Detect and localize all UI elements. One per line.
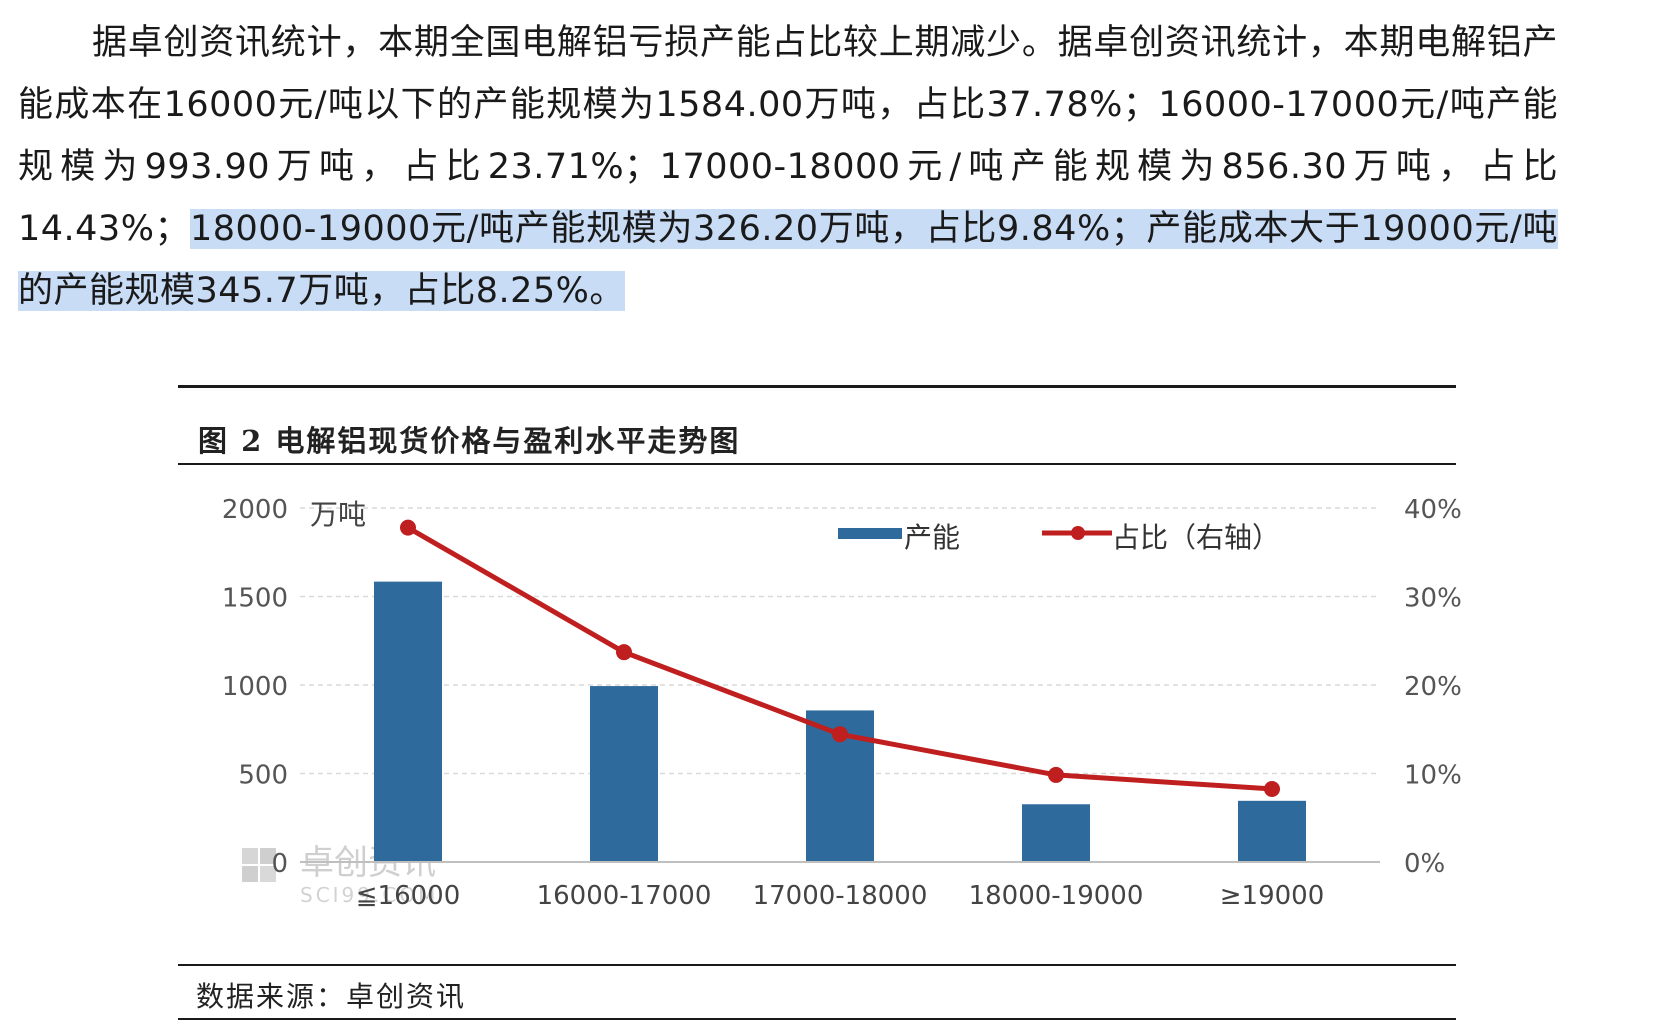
line-share xyxy=(406,525,1273,792)
legend-bar-swatch xyxy=(838,528,902,539)
bar-capacity xyxy=(1022,804,1090,862)
y-left-tick-label: 0 xyxy=(271,849,288,879)
legend-label-share: 占比（右轴） xyxy=(1112,521,1280,554)
article-text-selected[interactable]: 18000-19000元/吨产能规模为326.20万吨，占比9.84%；产能成本… xyxy=(18,209,1558,311)
article-text: 据卓创资讯统计，本期全国电解铝亏损产能占比较上期减少。据卓创资讯统计，本期电解铝… xyxy=(18,12,1558,322)
line-share-point xyxy=(616,644,632,661)
x-tick-label: 16000-17000 xyxy=(537,881,712,911)
x-tick-label: 18000-19000 xyxy=(969,881,1144,911)
article-text-normal: 据卓创资讯统计，本期全国电解铝亏损产能占比较上期减少。据卓创资讯统计，本期电解铝… xyxy=(18,23,1558,249)
figure-title: 图 2 电解铝现货价格与盈利水平走势图 xyxy=(198,424,741,458)
bar-capacity xyxy=(806,710,874,862)
watermark-sub: SCI99.COM xyxy=(300,883,438,907)
line-share-point xyxy=(1048,766,1064,783)
chart-legend: 产能 占比（右轴） xyxy=(838,521,1280,554)
y-right-tick-label: 30% xyxy=(1404,584,1462,614)
watermark-logo-icon-3 xyxy=(242,866,258,882)
figure-title-rule xyxy=(178,463,1456,465)
article-paragraph: 据卓创资讯统计，本期全国电解铝亏损产能占比较上期减少。据卓创资讯统计，本期电解铝… xyxy=(18,12,1558,322)
bar-capacity xyxy=(374,581,442,862)
legend-line-marker xyxy=(1071,526,1085,540)
line-share-point xyxy=(1264,780,1280,797)
figure-top-rule xyxy=(178,385,1456,388)
figure-source-rule xyxy=(178,1018,1456,1020)
x-tick-label: ≦16000 xyxy=(356,881,461,911)
y-right-tick-label: 0% xyxy=(1404,849,1445,879)
y-right-tick-label: 10% xyxy=(1404,761,1462,791)
y-left-tick-label: 1500 xyxy=(222,584,288,614)
watermark-logo-icon xyxy=(242,848,258,864)
figure-bottom-rule xyxy=(178,964,1456,966)
y-left-tick-label: 1000 xyxy=(222,672,288,702)
watermark-main: 卓创资讯 xyxy=(300,843,436,883)
x-tick-label: ≥19000 xyxy=(1220,881,1325,911)
y-right-tick-label: 40% xyxy=(1404,495,1462,525)
line-share-point xyxy=(832,726,848,743)
bar-capacity xyxy=(1238,800,1306,862)
y-right-tick-label: 20% xyxy=(1404,672,1462,702)
legend-label-capacity: 产能 xyxy=(904,521,960,554)
bar-capacity xyxy=(590,686,658,862)
x-tick-label: 17000-18000 xyxy=(753,881,928,911)
y-left-unit-label: 万吨 xyxy=(310,498,366,531)
chart-gridlines xyxy=(300,507,1380,775)
line-share-point xyxy=(400,519,416,536)
y-left-tick-label: 2000 xyxy=(222,495,288,525)
watermark: 卓创资讯 SCI99.COM xyxy=(242,843,438,907)
figure-source: 数据来源：卓创资讯 xyxy=(196,980,467,1013)
watermark-logo-icon-2 xyxy=(260,848,276,864)
y-left-tick-label: 500 xyxy=(238,761,288,791)
watermark-logo-icon-4 xyxy=(260,866,276,882)
